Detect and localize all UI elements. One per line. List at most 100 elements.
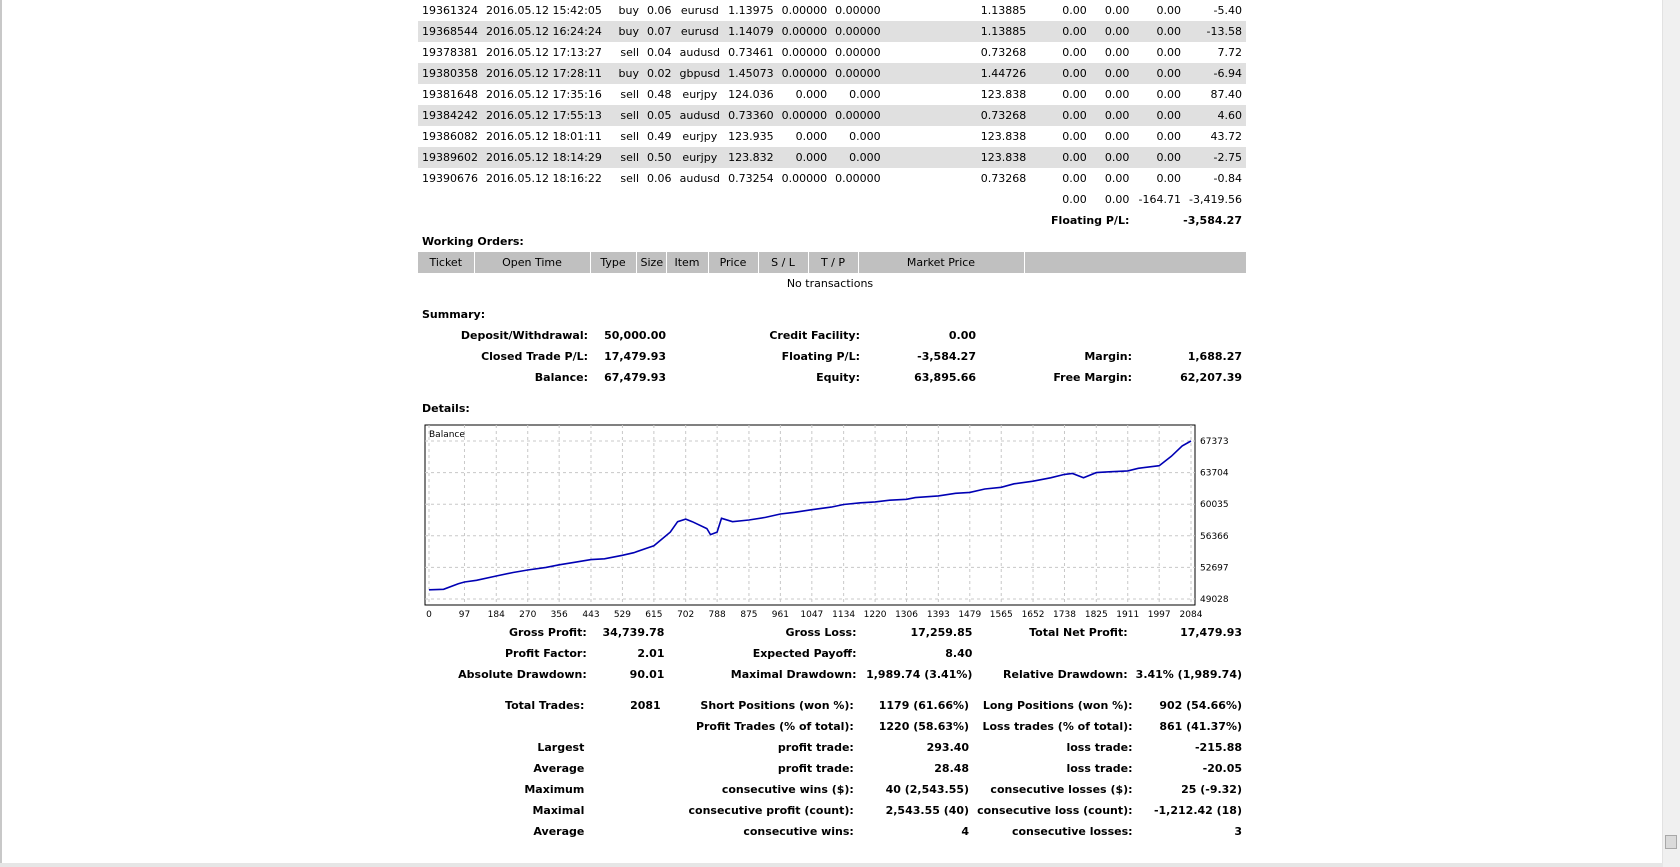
stat-row: Gross Profit: 34,739.78 Gross Loss: 17,259.…	[418, 622, 1246, 643]
no-transactions-text: No transactions	[786, 277, 874, 290]
cell-type: sell	[620, 88, 640, 101]
x-tick-label: 270	[519, 610, 536, 620]
cell-tp: 0.000	[849, 130, 881, 143]
column-header: Type	[590, 252, 637, 273]
stat-label: Gross Loss:	[785, 626, 857, 639]
x-tick-label: 1738	[1053, 610, 1076, 620]
stat-label: Profit Trades (% of total):	[695, 720, 854, 733]
stat-value: 293.40	[926, 741, 970, 754]
cell-ticket: 19390676	[422, 172, 478, 185]
cell-ticket: 19381648	[422, 88, 478, 101]
cell-item: gbpusd	[675, 63, 725, 84]
cell-item: audusd	[679, 46, 721, 59]
cell-ticket: 19386082	[422, 130, 478, 143]
x-tick-label: 0	[426, 610, 432, 620]
working-orders-title: Working Orders:	[422, 235, 524, 248]
cell-item: audusd	[679, 172, 721, 185]
table-row: 19368544 2016.05.12 16:24:24 buy 0.07 eurusd…	[418, 21, 1246, 42]
stat-label: Maximal	[532, 804, 585, 817]
stat-value: 4	[961, 825, 970, 838]
stat-label	[980, 325, 1136, 346]
y-tick-label: 67373	[1200, 437, 1229, 447]
stat-value: -1,212.42 (18)	[1153, 804, 1242, 817]
stat-label: Expected Payoff:	[752, 647, 857, 660]
cell-taxes: 0.00	[1104, 46, 1130, 59]
cell-sl: 0.00000	[777, 63, 832, 84]
cell-swap: 0.00	[1156, 88, 1181, 101]
stat-row: Maximum consecutive wins ($): 40 (2,543.55…	[418, 779, 1246, 800]
stat-value	[1132, 643, 1246, 664]
stat-value: 1179 (61.66%)	[878, 699, 970, 712]
cell-time: 2016.05.12 18:01:11	[486, 130, 602, 143]
stat-label: profit trade:	[777, 762, 854, 775]
cell-tp: 0.00000	[835, 4, 881, 17]
cell-item: eurusd	[680, 4, 719, 17]
stat-label: consecutive loss (count):	[977, 804, 1133, 817]
window-frame-left	[0, 0, 2, 867]
cell-market: 0.73268	[980, 46, 1027, 59]
cell-size: 0.06	[647, 172, 672, 185]
stat-label: consecutive wins:	[743, 825, 854, 838]
stat-value: 1,688.27	[1187, 350, 1242, 363]
total-profit: -3,419.56	[1189, 193, 1242, 206]
x-tick-label: 97	[459, 610, 470, 620]
cell-sl: 0.00000	[781, 46, 828, 59]
cell-price: 0.73360	[724, 105, 778, 126]
cell-swap: 0.00	[1156, 46, 1181, 59]
cell-time: 2016.05.12 17:28:11	[482, 63, 606, 84]
totals-spacer	[418, 189, 1032, 210]
cell-profit: -2.75	[1184, 147, 1246, 168]
stat-value: -3,584.27	[917, 350, 976, 363]
cell-ticket: 19380358	[418, 63, 482, 84]
stat-value: 0.00	[948, 329, 976, 342]
cell-tp: 0.000	[831, 147, 885, 168]
stat-label: Gross Profit:	[508, 626, 587, 639]
scrollbar-thumb[interactable]	[1665, 835, 1677, 849]
cell-time: 2016.05.12 18:14:29	[482, 147, 606, 168]
cell-commission: 0.00	[1032, 105, 1091, 126]
details-stats-table: Gross Profit: 34,739.78 Gross Loss: 17,259.…	[418, 622, 1246, 685]
cell-swap: 0.00	[1133, 105, 1185, 126]
y-tick-label: 49028	[1200, 595, 1229, 605]
cell-price: 1.14079	[724, 21, 778, 42]
cell-size: 0.49	[647, 130, 672, 143]
stat-label	[976, 643, 1131, 664]
cell-taxes: 0.00	[1090, 147, 1134, 168]
cell-time: 2016.05.12 15:42:05	[486, 4, 602, 17]
cell-size: 0.05	[643, 105, 676, 126]
column-header: S / L	[758, 252, 809, 273]
cell-profit: 87.40	[1210, 88, 1243, 101]
cell-taxes: 0.00	[1104, 88, 1130, 101]
vertical-scrollbar[interactable]	[1662, 0, 1680, 867]
stat-row: Profit Trades (% of total): 1220 (58.63%)…	[418, 716, 1246, 737]
statement-report: 19361324 2016.05.12 15:42:05 buy 0.06 eurusd…	[418, 0, 1247, 842]
cell-tp: 0.00000	[831, 21, 885, 42]
stat-value: 861 (41.37%)	[1159, 720, 1242, 733]
cell-market: 0.73268	[980, 172, 1027, 185]
stat-row: Average consecutive wins: 4 consecutive los…	[418, 821, 1246, 842]
stat-row: Largest profit trade: 293.40 loss trade: -21…	[418, 737, 1246, 758]
cell-profit: -13.58	[1184, 21, 1246, 42]
stat-value: 17,259.85	[910, 626, 973, 639]
stat-value: 34,739.78	[602, 626, 665, 639]
stat-value: 90.01	[629, 668, 665, 681]
stat-value: 17,479.93	[1180, 626, 1242, 639]
cell-taxes: 0.00	[1104, 130, 1130, 143]
total-commission: 0.00	[1062, 193, 1087, 206]
cell-item: eurjpy	[682, 88, 718, 101]
plot-area	[424, 424, 1196, 606]
column-header: Open Time	[474, 252, 591, 273]
cell-taxes: 0.00	[1090, 105, 1134, 126]
x-tick-label: 1306	[895, 610, 918, 620]
cell-item: eurusd	[675, 21, 725, 42]
column-header	[1024, 252, 1247, 273]
cell-size: 0.07	[643, 21, 676, 42]
open-trades-table: 19361324 2016.05.12 15:42:05 buy 0.06 eurusd…	[418, 0, 1246, 231]
cell-time: 2016.05.12 16:24:24	[482, 21, 606, 42]
cell-time: 2016.05.12 18:16:22	[486, 172, 602, 185]
column-header: Price	[708, 252, 759, 273]
cell-tp: 0.00000	[835, 46, 881, 59]
column-header: T / P	[808, 252, 859, 273]
cell-type: sell	[620, 46, 640, 59]
stat-label: Floating P/L:	[781, 350, 860, 363]
